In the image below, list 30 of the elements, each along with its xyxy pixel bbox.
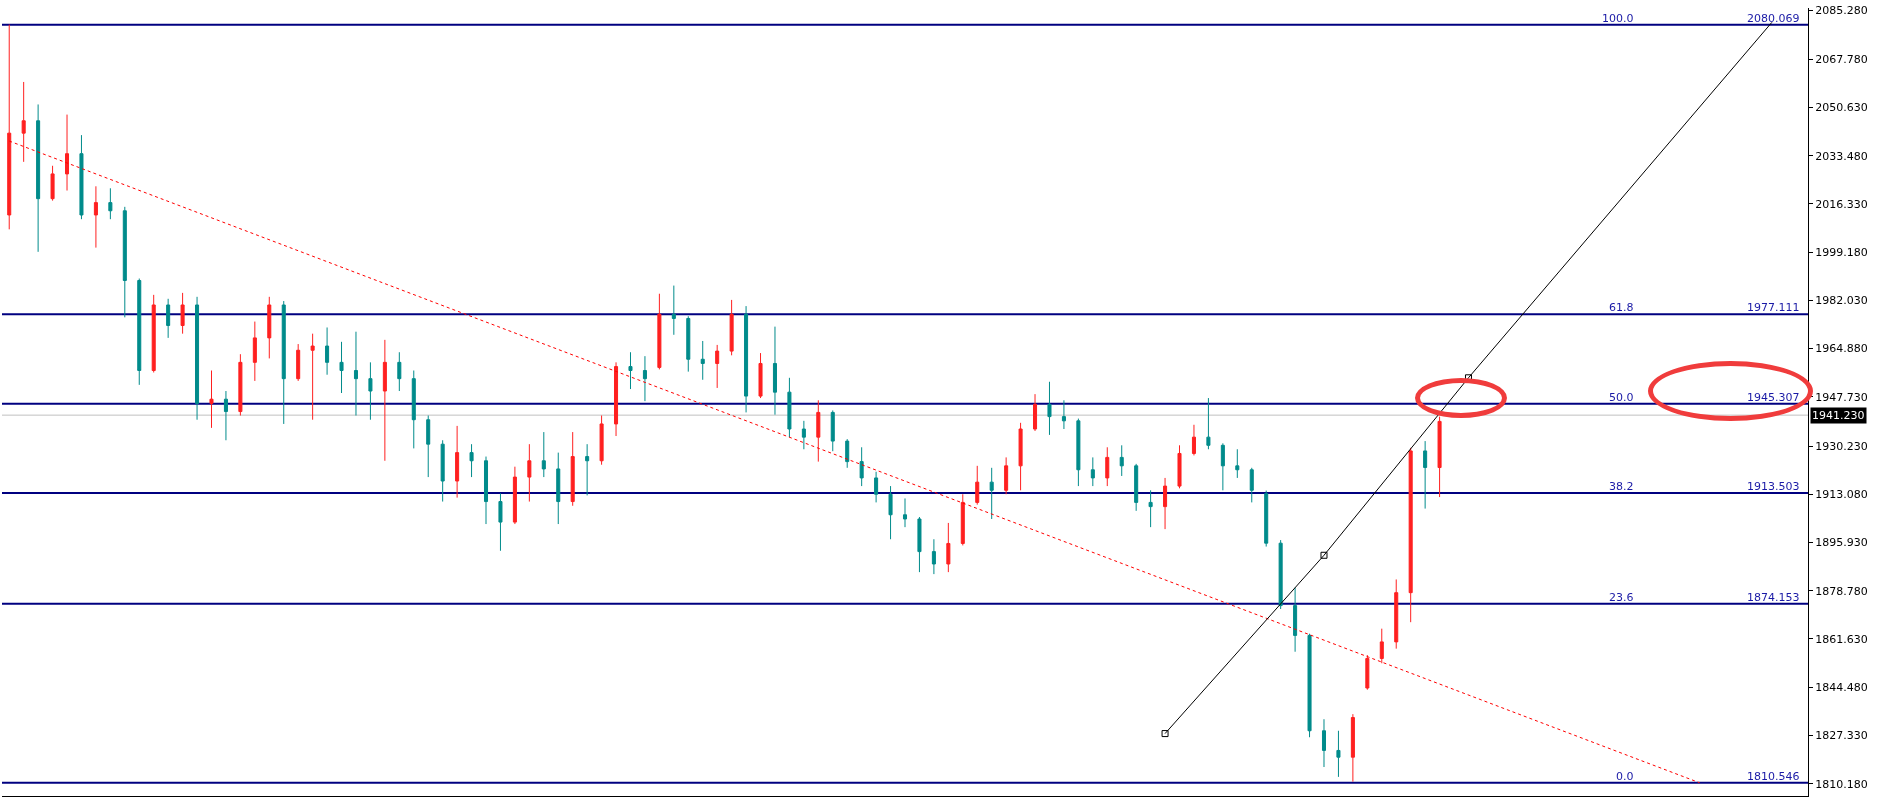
annotation: 100.0 bbox=[1602, 12, 1634, 25]
ref-line-label: 2080.069 bbox=[1747, 12, 1800, 25]
y-tick-label: 2016.330 bbox=[1815, 197, 1868, 211]
ref-line-label: 1941.230 bbox=[1812, 409, 1865, 422]
y-tick-label: 1982.030 bbox=[1815, 294, 1868, 308]
annotation: 61.8 bbox=[1609, 301, 1634, 314]
ref-line-label: 1945.307 bbox=[1747, 391, 1800, 404]
ref-line-label: 1874.153 bbox=[1747, 591, 1800, 604]
annotation: 38.2 bbox=[1609, 480, 1634, 493]
y-tick-label: 1930.230 bbox=[1815, 439, 1868, 453]
y-tick-label: 1844.480 bbox=[1815, 681, 1868, 695]
ref-line-label: 1977.111 bbox=[1747, 301, 1800, 314]
y-tick-label: 2033.480 bbox=[1815, 149, 1868, 163]
annotation: 23.6 bbox=[1609, 591, 1634, 604]
y-tick-label: 1827.330 bbox=[1815, 729, 1868, 743]
y-tick-label: 2050.630 bbox=[1815, 101, 1868, 115]
y-tick-label: 2085.280 bbox=[1815, 3, 1868, 17]
ref-line-label: 1913.503 bbox=[1747, 480, 1800, 493]
annotation: 50.0 bbox=[1609, 391, 1634, 404]
ref-line-label: 1810.546 bbox=[1747, 770, 1800, 783]
annotation: 0.0 bbox=[1616, 770, 1634, 783]
y-tick-label: 1947.730 bbox=[1815, 390, 1868, 404]
y-tick-label: 1913.080 bbox=[1815, 488, 1868, 502]
y-tick-label: 1895.930 bbox=[1815, 536, 1868, 550]
y-tick-label: 1964.880 bbox=[1815, 342, 1868, 356]
y-tick-label: 1878.780 bbox=[1815, 584, 1868, 598]
y-tick-label: 1999.180 bbox=[1815, 246, 1868, 260]
y-tick-label: 2067.780 bbox=[1815, 53, 1868, 67]
y-tick-label: 1861.630 bbox=[1815, 632, 1868, 646]
y-tick-label: 1810.180 bbox=[1815, 777, 1868, 791]
